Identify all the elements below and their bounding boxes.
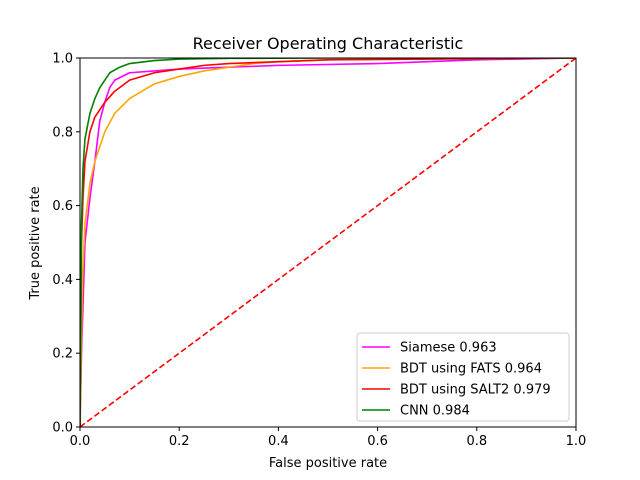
y-tick-label: 0.0 [52,421,73,436]
legend: Siamese 0.963 BDT using FATS 0.964 BDT usi… [356,332,570,422]
x-axis-ticks: 0.0 0.2 0.4 0.6 0.8 1.0 [70,427,587,449]
legend-entry: BDT using FATS 0.964 [400,362,542,377]
plot-area [79,57,577,428]
x-tick-label: 0.8 [466,434,487,449]
y-axis-ticks: 0.0 0.2 0.4 0.6 0.8 1.0 [52,52,80,436]
x-tick-label: 0.0 [70,434,91,449]
x-tick-label: 1.0 [566,434,587,449]
legend-box [356,332,570,422]
y-axis-label: True positive rate [28,186,43,300]
y-tick-label: 0.6 [52,199,73,214]
x-tick-label: 0.2 [169,434,190,449]
series-line-3 [80,58,576,427]
x-tick-label: 0.4 [268,434,289,449]
y-tick-label: 1.0 [52,52,73,67]
diagonal-reference-line [80,58,576,427]
legend-entry: BDT using SALT2 0.979 [400,383,551,398]
y-tick-label: 0.4 [52,273,73,288]
axes-frame [79,57,577,428]
legend-entry: CNN 0.984 [400,404,470,419]
series-line-4 [80,58,576,427]
chart-title: Receiver Operating Characteristic [193,34,464,53]
y-tick-label: 0.8 [52,125,73,140]
x-axis-label: False positive rate [269,456,387,471]
x-tick-label: 0.6 [367,434,388,449]
series-line-1 [80,58,576,427]
y-tick-label: 0.2 [52,347,73,362]
legend-entry: Siamese 0.963 [400,341,497,356]
series-layer [80,58,576,427]
